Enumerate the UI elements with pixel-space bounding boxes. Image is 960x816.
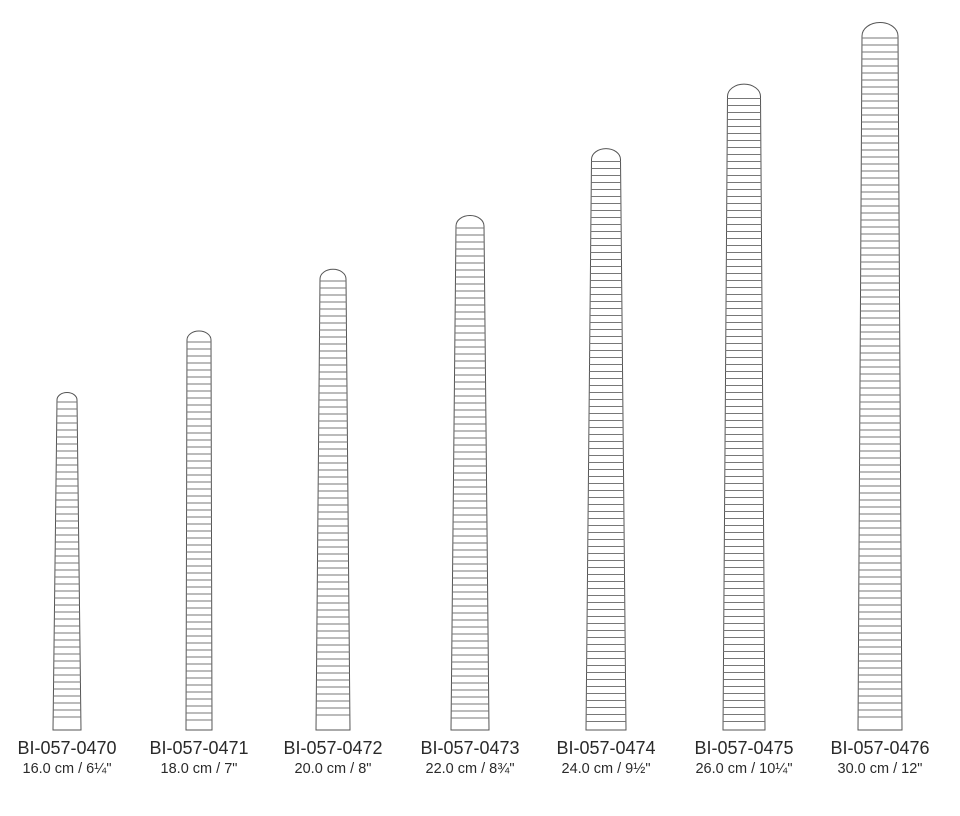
jaw-outline [52, 392, 82, 731]
product-size: 20.0 cm / 8" [294, 761, 372, 777]
product-size: 24.0 cm / 9½" [561, 761, 651, 777]
jaw-outline [315, 268, 351, 731]
instrument-jaw [857, 22, 903, 731]
instrument-jaw [585, 148, 627, 731]
instrument-jaw [722, 83, 766, 731]
product-size: 16.0 cm / 6¼" [22, 761, 112, 777]
jaw-outline [857, 22, 903, 731]
product-code: BI-057-0476 [830, 738, 930, 758]
product-size: 26.0 cm / 10¼" [695, 761, 793, 777]
instrument-label: BI-057-0470 16.0 cm / 6¼" [0, 737, 137, 779]
product-code: BI-057-0472 [283, 738, 383, 758]
product-size: 18.0 cm / 7" [160, 761, 238, 777]
jaw-outline [722, 83, 766, 731]
jaw-outline [585, 148, 627, 731]
product-code: BI-057-0474 [556, 738, 656, 758]
instrument-jaw [315, 268, 351, 731]
product-code: BI-057-0470 [17, 738, 117, 758]
jaw-outline [185, 330, 213, 731]
jaw-outline [450, 215, 490, 731]
instrument-label: BI-057-0471 18.0 cm / 7" [129, 737, 269, 779]
instrument-label: BI-057-0472 20.0 cm / 8" [263, 737, 403, 779]
product-code: BI-057-0473 [420, 738, 520, 758]
instrument-label: BI-057-0476 30.0 cm / 12" [810, 737, 950, 779]
instrument-label: BI-057-0474 24.0 cm / 9½" [536, 737, 676, 779]
instrument-jaw [52, 392, 82, 731]
product-code: BI-057-0471 [149, 738, 249, 758]
product-code: BI-057-0475 [694, 738, 794, 758]
instrument-jaw [185, 330, 213, 731]
product-size: 30.0 cm / 12" [837, 761, 923, 777]
product-size: 22.0 cm / 8¾" [425, 761, 515, 777]
instrument-label: BI-057-0473 22.0 cm / 8¾" [400, 737, 540, 779]
instrument-jaw [450, 215, 490, 731]
instrument-label: BI-057-0475 26.0 cm / 10¼" [674, 737, 814, 779]
